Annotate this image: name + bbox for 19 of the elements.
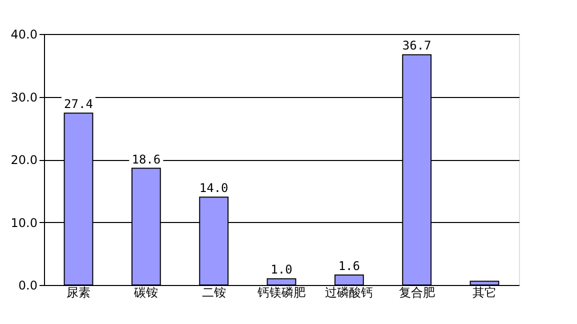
x-tick-label: 钙镁磷肥: [256, 286, 306, 300]
bar: [470, 280, 500, 286]
x-tick-label: 碳铵: [133, 286, 158, 300]
data-label: 1.6: [338, 258, 360, 273]
y-tick-label: 40.0: [10, 28, 38, 42]
data-label: 18.6: [132, 152, 161, 166]
data-label: 27.4: [64, 97, 93, 112]
x-tick-label: 二铵: [202, 286, 226, 300]
data-label: 1.0: [270, 262, 292, 277]
y-tick-label: 20.0: [10, 153, 38, 167]
x-tick-label: 其它: [472, 286, 496, 300]
x-tick-label: 尿素: [66, 286, 91, 300]
x-tick-label: 过磷酸钙: [325, 286, 374, 300]
y-tick-label: 0.0: [18, 278, 38, 292]
y-tick-label: 30.0: [10, 90, 38, 104]
x-tick-label: 复合肥: [398, 286, 435, 300]
data-label: 14.0: [199, 181, 228, 196]
data-label: 36.7: [402, 38, 432, 53]
y-tick-label: 10.0: [10, 216, 38, 230]
